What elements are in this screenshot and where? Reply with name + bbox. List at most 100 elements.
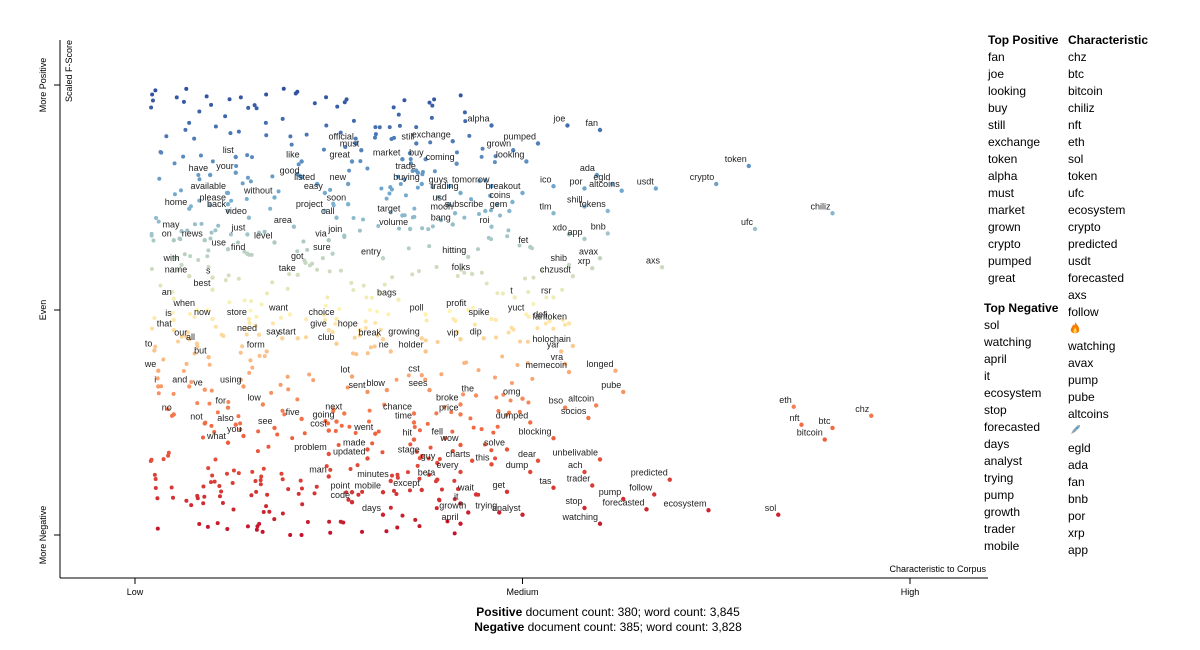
term-point-stage[interactable] bbox=[419, 454, 424, 459]
term-point-list[interactable] bbox=[233, 154, 238, 160]
term-point-breakout[interactable] bbox=[520, 190, 525, 196]
term-point-break[interactable] bbox=[380, 337, 386, 342]
top-positive-item[interactable]: fan bbox=[988, 50, 1005, 64]
term-point-xdo[interactable] bbox=[566, 232, 572, 237]
term-point-you[interactable] bbox=[241, 433, 246, 439]
top-positive-item[interactable]: market bbox=[988, 203, 1025, 217]
characteristic-item[interactable]: nft bbox=[1068, 118, 1082, 132]
term-point-our[interactable] bbox=[187, 337, 192, 342]
term-point-entry[interactable] bbox=[380, 256, 386, 261]
term-point-guys[interactable] bbox=[447, 184, 452, 189]
characteristic-item[interactable]: ecosystem bbox=[1068, 203, 1126, 217]
term-point-ecosystem[interactable] bbox=[706, 508, 711, 513]
term-point-may[interactable] bbox=[179, 229, 184, 234]
top-negative-item[interactable]: analyst bbox=[984, 454, 1023, 468]
term-point-on[interactable] bbox=[171, 238, 176, 243]
term-point-start[interactable] bbox=[295, 336, 300, 341]
top-negative-item[interactable]: days bbox=[984, 437, 1010, 451]
term-point-ico[interactable] bbox=[551, 184, 556, 189]
top-positive-item[interactable]: must bbox=[988, 186, 1015, 200]
top-positive-item[interactable]: alpha bbox=[988, 169, 1018, 183]
term-point-this[interactable] bbox=[489, 462, 494, 467]
term-point-rsr[interactable] bbox=[551, 295, 556, 300]
term-point-grown[interactable] bbox=[511, 148, 516, 153]
term-point-cst[interactable] bbox=[419, 373, 424, 378]
term-point-pump[interactable] bbox=[621, 496, 626, 502]
characteristic-item[interactable]: forecasted bbox=[1068, 271, 1125, 285]
top-positive-item[interactable]: still bbox=[988, 118, 1006, 132]
characteristic-item[interactable]: sol bbox=[1068, 152, 1084, 166]
term-point-store[interactable] bbox=[246, 316, 252, 322]
term-point-bitcoin[interactable] bbox=[822, 437, 827, 442]
characteristic-item[interactable]: bitcoin bbox=[1068, 84, 1103, 98]
term-point-still[interactable] bbox=[414, 141, 419, 146]
term-point-hope[interactable] bbox=[357, 328, 362, 333]
term-point-low[interactable] bbox=[260, 402, 266, 407]
term-point-an[interactable] bbox=[171, 296, 176, 301]
term-point-yar[interactable] bbox=[559, 349, 564, 354]
term-point-gem[interactable] bbox=[507, 208, 512, 214]
term-point-bnb[interactable] bbox=[605, 231, 610, 236]
term-point-sure[interactable] bbox=[330, 251, 335, 256]
top-negative-item[interactable]: watching bbox=[984, 335, 1032, 349]
term-point-no[interactable] bbox=[171, 412, 176, 417]
term-point-fantoken[interactable] bbox=[566, 321, 572, 326]
term-point-token[interactable] bbox=[746, 163, 751, 169]
term-point-memecoin[interactable] bbox=[566, 369, 572, 375]
top-positive-item[interactable]: looking bbox=[988, 84, 1027, 98]
term-point-wait[interactable] bbox=[473, 492, 479, 497]
term-point-need[interactable] bbox=[256, 332, 262, 337]
term-point-official[interactable] bbox=[353, 141, 359, 146]
top-positive-item[interactable]: grown bbox=[988, 220, 1021, 234]
term-point-fell[interactable] bbox=[442, 436, 448, 441]
term-point-follow[interactable] bbox=[652, 492, 657, 497]
top-negative-item[interactable]: it bbox=[984, 369, 990, 383]
term-point-find[interactable] bbox=[245, 251, 250, 256]
term-point-take[interactable] bbox=[295, 272, 300, 278]
term-point-target[interactable] bbox=[400, 213, 405, 218]
characteristic-item[interactable]: btc bbox=[1068, 67, 1085, 81]
top-negative-item[interactable]: mobile bbox=[984, 539, 1020, 553]
term-point-growth[interactable] bbox=[466, 510, 471, 515]
term-point-home[interactable] bbox=[187, 206, 192, 211]
term-point-ne[interactable] bbox=[388, 349, 393, 354]
term-point-longed[interactable] bbox=[613, 368, 618, 373]
characteristic-item[interactable]: chz bbox=[1068, 50, 1087, 64]
term-point-listed[interactable] bbox=[314, 181, 320, 187]
characteristic-item[interactable]: avax bbox=[1068, 356, 1094, 370]
term-point-dumped[interactable] bbox=[528, 420, 533, 425]
characteristic-item[interactable]: app bbox=[1068, 543, 1089, 557]
term-point-code[interactable] bbox=[349, 499, 355, 505]
top-positive-item[interactable]: great bbox=[988, 271, 1016, 285]
characteristic-item[interactable]: usdt bbox=[1068, 254, 1091, 268]
term-point-see[interactable] bbox=[272, 425, 277, 431]
term-point-tlm[interactable] bbox=[551, 211, 556, 216]
term-point-your[interactable] bbox=[233, 170, 238, 175]
term-point-club[interactable] bbox=[334, 341, 339, 346]
term-point-growing[interactable] bbox=[419, 336, 424, 341]
term-point-xrp[interactable] bbox=[590, 265, 595, 271]
top-positive-item[interactable]: pumped bbox=[988, 254, 1032, 268]
term-point-choice[interactable] bbox=[334, 316, 339, 322]
term-point-trying[interactable] bbox=[497, 510, 502, 515]
term-point-fan[interactable] bbox=[597, 127, 603, 133]
term-point-next[interactable] bbox=[342, 411, 347, 416]
top-negative-item[interactable]: forecasted bbox=[984, 420, 1041, 434]
term-point-all[interactable] bbox=[194, 341, 200, 346]
term-point-usd[interactable] bbox=[446, 202, 452, 207]
term-point-area[interactable] bbox=[291, 224, 297, 229]
term-point-price[interactable] bbox=[458, 412, 463, 417]
term-point-fet[interactable] bbox=[528, 244, 533, 250]
term-point-dip[interactable] bbox=[481, 336, 486, 341]
term-point-buy[interactable] bbox=[423, 157, 428, 162]
term-point-beta[interactable] bbox=[435, 477, 440, 482]
term-point-back[interactable] bbox=[225, 208, 231, 214]
term-point-via[interactable] bbox=[326, 238, 331, 243]
characteristic-item[interactable]: axs bbox=[1068, 288, 1087, 302]
term-point-soon[interactable] bbox=[345, 202, 351, 207]
term-point-problem[interactable] bbox=[326, 451, 331, 457]
term-point-not[interactable] bbox=[202, 421, 207, 426]
term-point-days[interactable] bbox=[380, 512, 386, 517]
characteristic-item[interactable]: bnb bbox=[1068, 492, 1089, 506]
term-point-tas[interactable] bbox=[551, 485, 556, 490]
